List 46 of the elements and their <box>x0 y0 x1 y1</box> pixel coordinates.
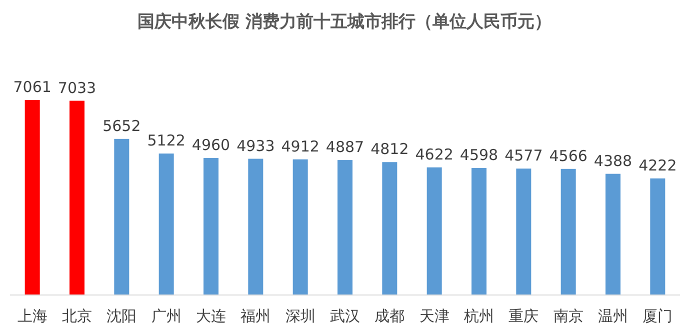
data-label: 4887 <box>326 138 364 156</box>
bar <box>70 100 84 295</box>
x-tick-label: 深圳 <box>285 307 316 325</box>
bar <box>248 158 264 295</box>
bar <box>204 158 218 295</box>
x-tick-label: 成都 <box>374 307 405 325</box>
data-label: 4812 <box>370 140 409 158</box>
bar <box>650 178 666 295</box>
x-tick-label: 福州 <box>240 307 271 325</box>
data-label: 4222 <box>638 156 677 174</box>
x-tick-label: 广州 <box>151 307 182 325</box>
chart-title: 国庆中秋长假 消费力前十五城市排行（单位人民币元） <box>138 12 552 32</box>
x-tick-label: 南京 <box>553 307 584 325</box>
x-tick-label: 重庆 <box>508 307 539 325</box>
bar <box>382 162 398 295</box>
data-label: 5122 <box>147 132 186 150</box>
x-tick-label: 大连 <box>196 307 226 325</box>
bar <box>516 168 532 295</box>
data-label: 4566 <box>549 146 588 165</box>
bar <box>292 159 308 295</box>
bar <box>560 168 576 295</box>
x-tick-label: 武汉 <box>330 307 360 325</box>
data-label: 4622 <box>415 145 454 164</box>
data-label: 5652 <box>102 116 141 135</box>
bar <box>606 174 620 295</box>
bar <box>338 160 352 295</box>
data-label: 7061 <box>13 78 52 96</box>
bar <box>472 168 486 295</box>
x-tick-label: 杭州 <box>463 307 494 325</box>
data-label: 4933 <box>236 136 275 155</box>
x-tick-label: 厦门 <box>642 307 673 325</box>
data-label: 4388 <box>594 152 632 170</box>
data-label: 7033 <box>58 78 96 97</box>
bar <box>158 154 174 295</box>
bar <box>426 167 442 295</box>
bar <box>114 138 130 295</box>
data-label: 4912 <box>281 137 320 156</box>
x-tick-label: 沈阳 <box>106 307 137 325</box>
data-label: 4577 <box>504 146 543 165</box>
x-tick-label: 温州 <box>598 307 628 325</box>
x-tick-label: 上海 <box>17 307 48 325</box>
data-label: 4598 <box>460 146 498 164</box>
bar <box>24 100 40 295</box>
x-tick-label: 天津 <box>419 307 450 325</box>
x-tick-label: 北京 <box>62 307 92 325</box>
data-label: 4960 <box>192 136 230 154</box>
